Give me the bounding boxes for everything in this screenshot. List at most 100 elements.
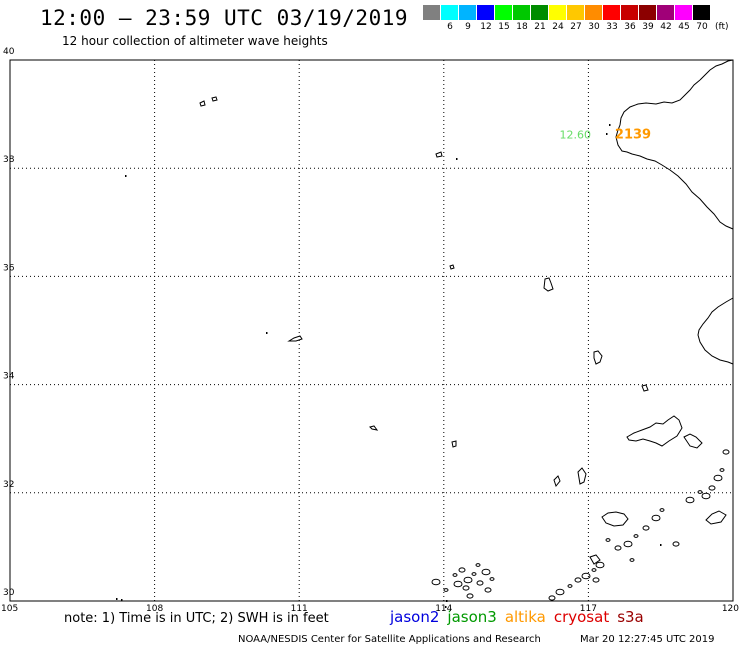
legend-label-45: 45 <box>678 22 690 32</box>
island-shape <box>623 540 633 548</box>
island-shape <box>481 568 491 576</box>
y-tick-label: 30 <box>3 588 15 598</box>
axis-labels: 105 108 111 114 117 120 40 38 36 34 32 30 <box>1 47 739 614</box>
legend-unit: (ft) <box>715 22 729 32</box>
coastline-segment <box>211 96 218 102</box>
legend-label-12: 12 <box>480 22 492 32</box>
legend-swatch-45 <box>675 5 693 20</box>
island-shape <box>443 588 449 592</box>
coastline-segment <box>435 151 443 158</box>
timestamp: Mar 20 12:27:45 UTC 2019 <box>580 634 715 645</box>
x-tick-label: 117 <box>580 604 597 614</box>
legend-swatch-6 <box>441 5 459 20</box>
coastline-map <box>116 59 734 608</box>
legend-label-33: 33 <box>606 22 618 32</box>
page-subtitle: 12 hour collection of altimeter wave hei… <box>62 34 328 48</box>
legend-swatch-3 <box>423 5 441 20</box>
mission-altika: altika <box>504 608 546 626</box>
legend-swatch-36 <box>621 5 639 20</box>
island-shape <box>701 492 711 500</box>
coastline-segment <box>287 335 303 342</box>
y-tick-label: 40 <box>3 47 15 57</box>
x-tick-label: 105 <box>1 604 18 614</box>
legend-label-27: 27 <box>570 22 582 32</box>
coastline-segment <box>705 510 727 525</box>
legend-swatch-18 <box>513 5 531 20</box>
annotations: 12.60 2139 <box>559 127 651 142</box>
legend-swatches <box>423 5 740 20</box>
coastline-segment <box>369 425 379 431</box>
island-shape <box>605 538 611 542</box>
island-shape <box>629 558 635 562</box>
island-shape <box>659 508 665 512</box>
coastline-segment <box>589 554 601 565</box>
legend-swatch-27 <box>567 5 585 20</box>
island-dot <box>609 124 611 126</box>
island-shape <box>567 584 573 588</box>
legend-swatch-9 <box>459 5 477 20</box>
island-shape <box>697 490 703 494</box>
island-shape <box>471 572 477 576</box>
island-shape <box>463 576 473 584</box>
island-shape <box>595 561 605 569</box>
coastline-segment <box>553 475 561 488</box>
mission-list: jason2 jason3 altika cryosat s3a <box>390 608 652 626</box>
legend-label-24: 24 <box>552 22 564 32</box>
island-shape <box>591 568 597 572</box>
island-dot <box>446 600 448 602</box>
legend-label-9: 9 <box>465 22 471 32</box>
island-shape <box>475 563 481 567</box>
legend-label-6: 6 <box>447 22 453 32</box>
color-legend: 6 9 12 15 18 21 24 27 30 33 36 39 42 45 70 (ft) <box>423 5 740 32</box>
island-shape <box>651 514 661 522</box>
legend-swatch-30 <box>585 5 603 20</box>
island-shape <box>642 525 650 531</box>
plot-frame <box>9 59 734 602</box>
island-shape <box>719 468 725 472</box>
island-dot <box>116 598 118 600</box>
x-tick-label: 111 <box>291 604 308 614</box>
coastline-segment <box>683 433 703 449</box>
x-tick-label: 108 <box>146 604 163 614</box>
island-shape <box>548 595 556 601</box>
mission-s3a: s3a <box>617 608 644 626</box>
legend-swatch-24 <box>549 5 567 20</box>
coastline-segment <box>451 440 457 448</box>
coastline-segment <box>601 511 629 527</box>
island-dot <box>121 599 123 601</box>
island-shape <box>458 567 466 573</box>
x-tick-label: 114 <box>435 604 452 614</box>
island-dot <box>125 175 127 177</box>
page-title: 12:00 – 23:59 UTC 03/19/2019 <box>40 6 409 30</box>
island-dot <box>445 606 447 608</box>
coastline-segment <box>697 297 734 365</box>
y-tick-label: 32 <box>3 480 14 490</box>
mission-jason2: jason2 <box>390 608 440 626</box>
island-shape <box>633 534 639 538</box>
island-shape <box>581 572 591 580</box>
legend-label-21: 21 <box>534 22 546 32</box>
coastline-segment <box>449 264 455 270</box>
coastline-segment <box>626 415 683 447</box>
island-shape <box>672 541 680 547</box>
coastline-segment <box>199 100 206 107</box>
island-shape <box>462 585 470 591</box>
island-shape <box>592 577 600 583</box>
mission-cryosat: cryosat <box>553 608 610 626</box>
legend-label-39: 39 <box>642 22 654 32</box>
x-tick-label: 120 <box>722 604 739 614</box>
coastline-segment <box>699 59 734 81</box>
legend-swatch-12 <box>477 5 495 20</box>
island-shape <box>685 496 695 504</box>
legend-label-30: 30 <box>588 22 600 32</box>
island-shape <box>466 593 474 599</box>
legend-label-42: 42 <box>660 22 672 32</box>
island-shape <box>708 485 716 491</box>
legend-labels: 6 9 12 15 18 21 24 27 30 33 36 39 42 45 70 (ft) <box>423 20 740 32</box>
island-shape <box>614 545 622 551</box>
coastline-segment <box>615 79 734 230</box>
island-shape <box>489 577 495 581</box>
legend-label-36: 36 <box>624 22 636 32</box>
legend-swatch-42 <box>657 5 675 20</box>
coastline-segment <box>641 384 649 392</box>
